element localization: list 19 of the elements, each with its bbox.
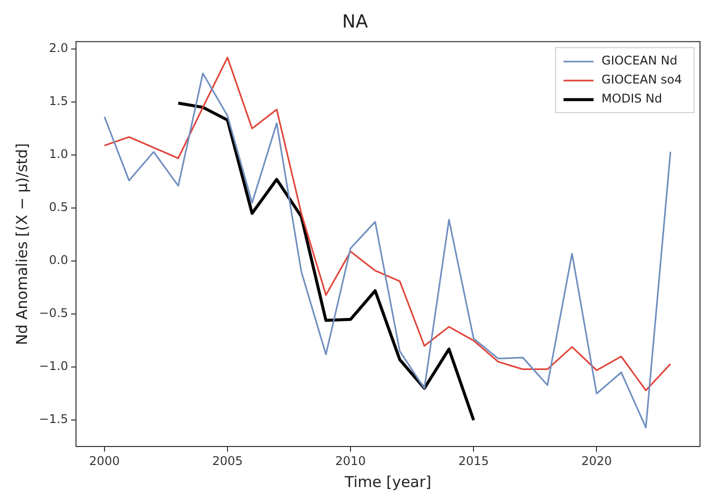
x-tick-label: 2010 (335, 454, 366, 468)
legend-label: GIOCEAN so4 (602, 72, 682, 87)
x-tick-label: 2005 (212, 454, 243, 468)
legend-label: MODIS Nd (602, 92, 662, 106)
y-tick-label: 2.0 (49, 41, 68, 56)
y-tick-label: −1.5 (39, 412, 68, 426)
y-tick-label: 1.5 (49, 94, 68, 108)
y-tick-label: 0.0 (49, 253, 68, 268)
y-axis-title: Nd Anomalies [(X − μ)/std] (12, 143, 31, 346)
y-tick-label: −1.0 (39, 359, 68, 374)
y-tick-label: −0.5 (39, 306, 68, 320)
y-tick-label: 1.0 (49, 147, 68, 162)
x-tick-label: 2020 (581, 454, 612, 468)
y-tick-label: 0.5 (49, 200, 68, 214)
x-tick-label: 2000 (89, 454, 120, 468)
chart-title: NA (342, 11, 369, 32)
x-axis-title: Time [year] (344, 472, 432, 491)
legend-label: GIOCEAN Nd (602, 54, 678, 68)
x-tick-label: 2015 (458, 454, 489, 468)
